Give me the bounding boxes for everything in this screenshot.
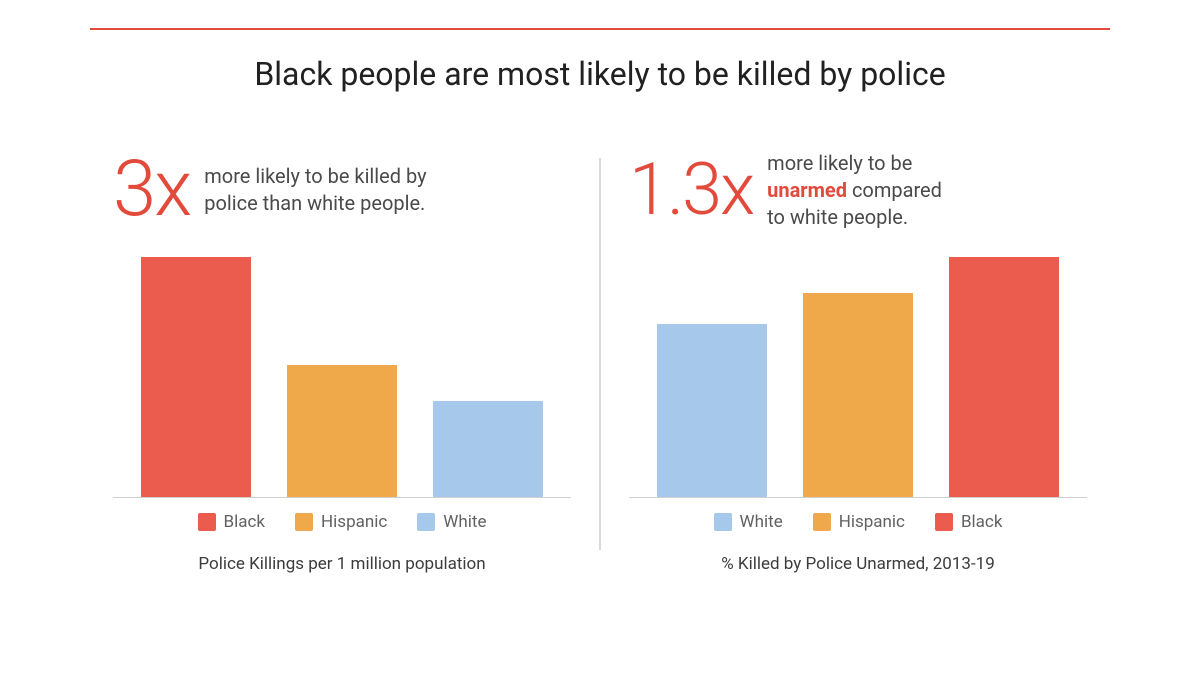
- left-stat-text: more likely to be killed by police than …: [204, 163, 426, 217]
- left-stat-line2: police than white people.: [204, 191, 425, 215]
- right-swatch-0: [714, 513, 732, 531]
- left-legend-label-0: Black: [224, 512, 266, 532]
- right-stat-line1: more likely to be: [767, 151, 912, 175]
- right-legend: White Hispanic Black: [629, 512, 1087, 532]
- left-bar-0: [141, 257, 251, 497]
- left-chart: [113, 248, 571, 498]
- right-legend-1: Hispanic: [813, 512, 905, 532]
- left-legend-1: Hispanic: [295, 512, 387, 532]
- right-bar-1: [803, 293, 913, 497]
- right-stat-number: 1.3x: [629, 154, 753, 226]
- right-stat: 1.3x more likely to be unarmed compared …: [629, 140, 1087, 240]
- right-legend-label-1: Hispanic: [839, 512, 905, 532]
- right-legend-label-0: White: [740, 512, 783, 532]
- right-chart: [629, 248, 1087, 498]
- left-stat-line1: more likely to be killed by: [204, 164, 426, 188]
- left-bar-1: [287, 365, 397, 497]
- page-title: Black people are most likely to be kille…: [0, 55, 1200, 93]
- right-stat-line3: to white people.: [767, 205, 908, 229]
- left-swatch-2: [417, 513, 435, 531]
- left-stat-number: 3x: [113, 151, 190, 229]
- right-bar-2: [949, 257, 1059, 497]
- accent-rule: [90, 28, 1110, 30]
- left-legend-label-1: Hispanic: [321, 512, 387, 532]
- left-panel: 3x more likely to be killed by police th…: [85, 140, 599, 635]
- left-swatch-0: [198, 513, 216, 531]
- left-legend-0: Black: [198, 512, 266, 532]
- right-stat-after-emph: compared: [847, 178, 942, 202]
- left-caption: Police Killings per 1 million population: [113, 554, 571, 574]
- panels-container: 3x more likely to be killed by police th…: [85, 140, 1115, 635]
- left-swatch-1: [295, 513, 313, 531]
- left-legend: Black Hispanic White: [113, 512, 571, 532]
- left-legend-label-2: White: [443, 512, 486, 532]
- left-legend-2: White: [417, 512, 486, 532]
- left-stat: 3x more likely to be killed by police th…: [113, 140, 571, 240]
- right-legend-label-2: Black: [961, 512, 1003, 532]
- left-bar-2: [433, 401, 543, 497]
- right-swatch-2: [935, 513, 953, 531]
- right-legend-2: Black: [935, 512, 1003, 532]
- right-swatch-1: [813, 513, 831, 531]
- right-panel: 1.3x more likely to be unarmed compared …: [601, 140, 1115, 635]
- right-stat-text: more likely to be unarmed compared to wh…: [767, 150, 942, 231]
- right-stat-emph: unarmed: [767, 178, 847, 202]
- right-bar-0: [657, 324, 767, 497]
- right-legend-0: White: [714, 512, 783, 532]
- right-caption: % Killed by Police Unarmed, 2013-19: [629, 554, 1087, 574]
